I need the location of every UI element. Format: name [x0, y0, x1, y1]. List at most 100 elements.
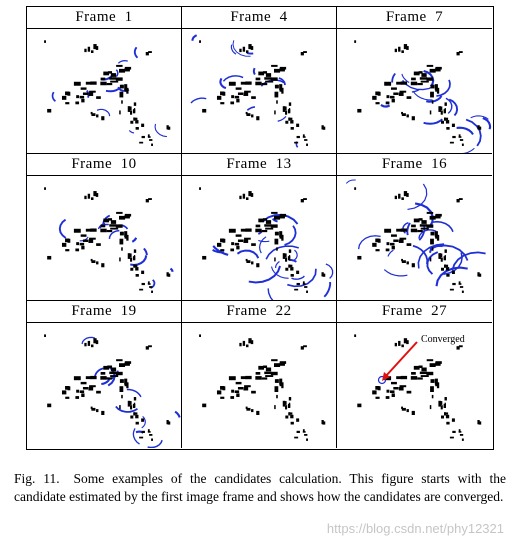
landmark-point [133, 264, 136, 268]
landmark-point [406, 243, 412, 246]
landmark-point [235, 381, 242, 385]
landmark-point [372, 242, 377, 247]
landmark-point [429, 363, 436, 367]
landmark-point [235, 87, 242, 90]
candidate-stroke [357, 235, 381, 250]
landmark-point [274, 379, 279, 383]
candidate-stroke [230, 44, 237, 55]
candidate-stroke [445, 97, 453, 114]
landmark-point [400, 375, 408, 380]
landmark-point [274, 215, 281, 220]
landmark-point [294, 436, 299, 439]
candidate-stroke [287, 268, 317, 288]
frame-map [182, 175, 336, 300]
landmark-point [265, 375, 274, 377]
candidate-stroke [482, 117, 492, 130]
landmark-point [406, 409, 409, 413]
landmark-point [401, 260, 406, 263]
landmark-point [264, 371, 272, 375]
candidate-stroke [401, 73, 410, 83]
landmark-point [93, 191, 97, 197]
landmark-point [406, 46, 409, 50]
landmark-point [220, 102, 225, 105]
landmark-plot: Converged [354, 334, 482, 441]
landmark-point [132, 109, 136, 114]
landmark-point [79, 390, 85, 393]
landmark-point [242, 193, 246, 199]
landmark-point [391, 393, 395, 397]
landmark-point [100, 77, 106, 81]
landmark-point [80, 87, 87, 90]
landmark-point [461, 143, 464, 146]
landmark-point [288, 264, 293, 267]
candidate-stroke [436, 79, 451, 97]
landmark-point [119, 386, 124, 392]
landmark-point [406, 261, 409, 265]
landmark-plot [190, 34, 326, 148]
landmark-point [90, 111, 93, 115]
landmark-point [400, 81, 408, 85]
landmark-point [444, 117, 446, 121]
landmark-point [103, 218, 110, 223]
landmark-point [384, 228, 392, 233]
landmark-point [76, 242, 80, 246]
landmark-point [246, 407, 251, 411]
landmark-point [73, 228, 81, 233]
landmark-point [406, 96, 412, 99]
landmark-point [261, 229, 268, 233]
landmark-point [133, 117, 138, 120]
landmark-point [302, 136, 306, 138]
landmark-point [285, 257, 288, 262]
landmark-point [434, 231, 438, 238]
landmark-point [135, 267, 139, 271]
landmark-point [421, 220, 427, 224]
landmark-point [429, 257, 432, 262]
landmark-point [445, 267, 450, 271]
landmark-point [255, 224, 261, 228]
candidate-stroke [284, 225, 297, 246]
watermark: https://blog.csdn.net/phy12321 [326, 521, 504, 536]
landmark-point [44, 187, 46, 190]
landmark-plot [44, 187, 174, 293]
landmark-point [444, 249, 447, 253]
landmark-point [429, 405, 432, 410]
landmark-point [166, 420, 169, 425]
candidate-stroke [407, 183, 428, 211]
frame-title: Frame 1 [27, 7, 181, 29]
landmark-point [135, 414, 139, 419]
landmark-point [119, 238, 124, 245]
landmark-point [126, 87, 129, 94]
landmark-point [274, 238, 279, 245]
landmark-point [119, 110, 121, 115]
landmark-point [306, 143, 308, 146]
landmark-point [124, 362, 130, 366]
landmark-point [139, 288, 144, 291]
landmark-point [167, 421, 171, 425]
candidate-stroke [174, 410, 181, 418]
landmark-point [231, 242, 235, 246]
candidate-stroke [105, 87, 121, 93]
landmark-point [418, 71, 423, 74]
landmark-point [452, 430, 456, 433]
landmark-point [420, 227, 429, 230]
landmark-point [446, 274, 450, 277]
landmark-point [240, 81, 247, 85]
landmark-point [61, 242, 67, 247]
landmark-point [82, 239, 89, 242]
landmark-point [88, 387, 94, 391]
landmark-point [302, 431, 306, 433]
landmark-point [147, 134, 150, 137]
landmark-point [302, 134, 305, 137]
frame-title: Frame 22 [182, 301, 336, 323]
landmark-point [420, 80, 429, 83]
landmark-point [285, 110, 288, 115]
candidate-stroke [412, 244, 429, 265]
landmark-point [115, 224, 123, 228]
candidate-stroke [270, 266, 289, 279]
candidate-stroke [429, 244, 469, 261]
landmark-point [279, 84, 283, 91]
landmark-point [256, 116, 260, 121]
landmark-point [321, 125, 324, 130]
landmark-point [141, 270, 145, 275]
landmark-point [119, 84, 124, 89]
